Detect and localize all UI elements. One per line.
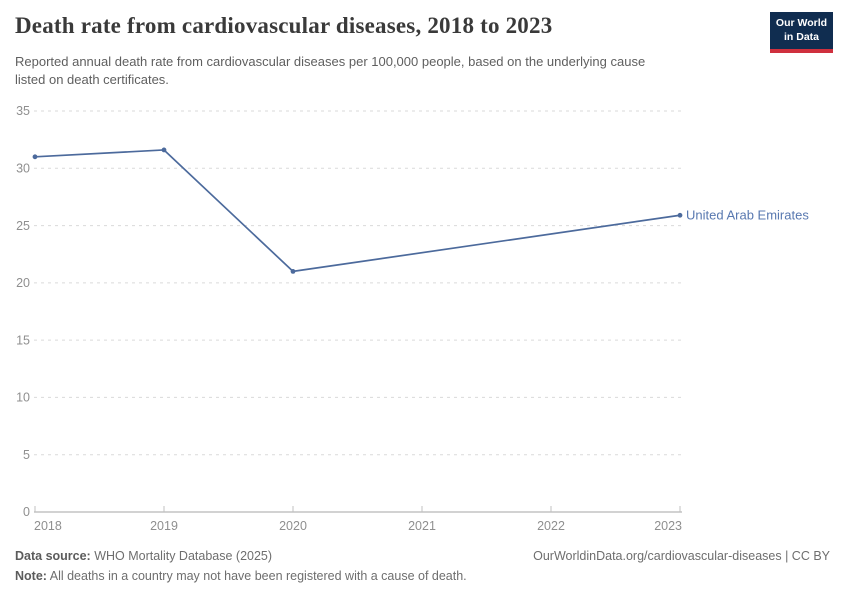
x-tick-label: 2021 [408,519,436,533]
x-tick-label: 2018 [34,519,62,533]
note-value: All deaths in a country may not have bee… [46,569,467,583]
data-source-value: WHO Mortality Database (2025) [90,549,273,563]
owid-footer-link[interactable]: OurWorldinData.org/cardiovascular-diseas… [533,549,830,563]
data-point-marker [32,154,38,160]
chart-subtitle-line2: listed on death certificates. [15,72,169,88]
y-tick-label: 35 [16,104,30,118]
x-tick-label: 2020 [279,519,307,533]
y-tick-label: 10 [16,391,30,405]
entity-label: United Arab Emirates [686,207,809,222]
chart-subtitle-line1: Reported annual death rate from cardiova… [15,54,646,69]
y-tick-label: 0 [23,505,30,519]
y-tick-label: 25 [16,219,30,233]
y-tick-label: 30 [16,161,30,175]
y-tick-label: 20 [16,276,30,290]
x-tick-label: 2023 [654,519,682,533]
series-line [34,149,681,273]
owid-logo-line1: Our World [775,17,828,29]
x-tick-label: 2022 [537,519,565,533]
y-tick-label: 5 [23,448,30,462]
chart-subtitle: Reported annual death rate from cardiova… [15,53,755,90]
data-source-label: Data source: [15,549,91,563]
chart-footer: Data source: WHO Mortality Database (202… [15,546,830,586]
data-point-marker [290,269,296,274]
y-tick-label: 15 [16,333,30,347]
x-tick-label: 2019 [150,519,178,533]
owid-logo-line2: in Data [783,30,819,43]
owid-logo: Our World in Data [770,12,833,54]
data-point-marker [677,212,683,218]
chart-title: Death rate from cardiovascular diseases,… [15,13,553,38]
note-label: Note: [15,569,47,583]
data-point-marker [161,147,167,153]
owid-logo-box: Our World in Data [770,12,833,50]
line-chart-svg: 0 5 10 15 20 25 30 35 2018 2019 2020 2021 2022 2023 Un… [16,104,809,533]
owid-logo-red-bar [770,49,833,54]
